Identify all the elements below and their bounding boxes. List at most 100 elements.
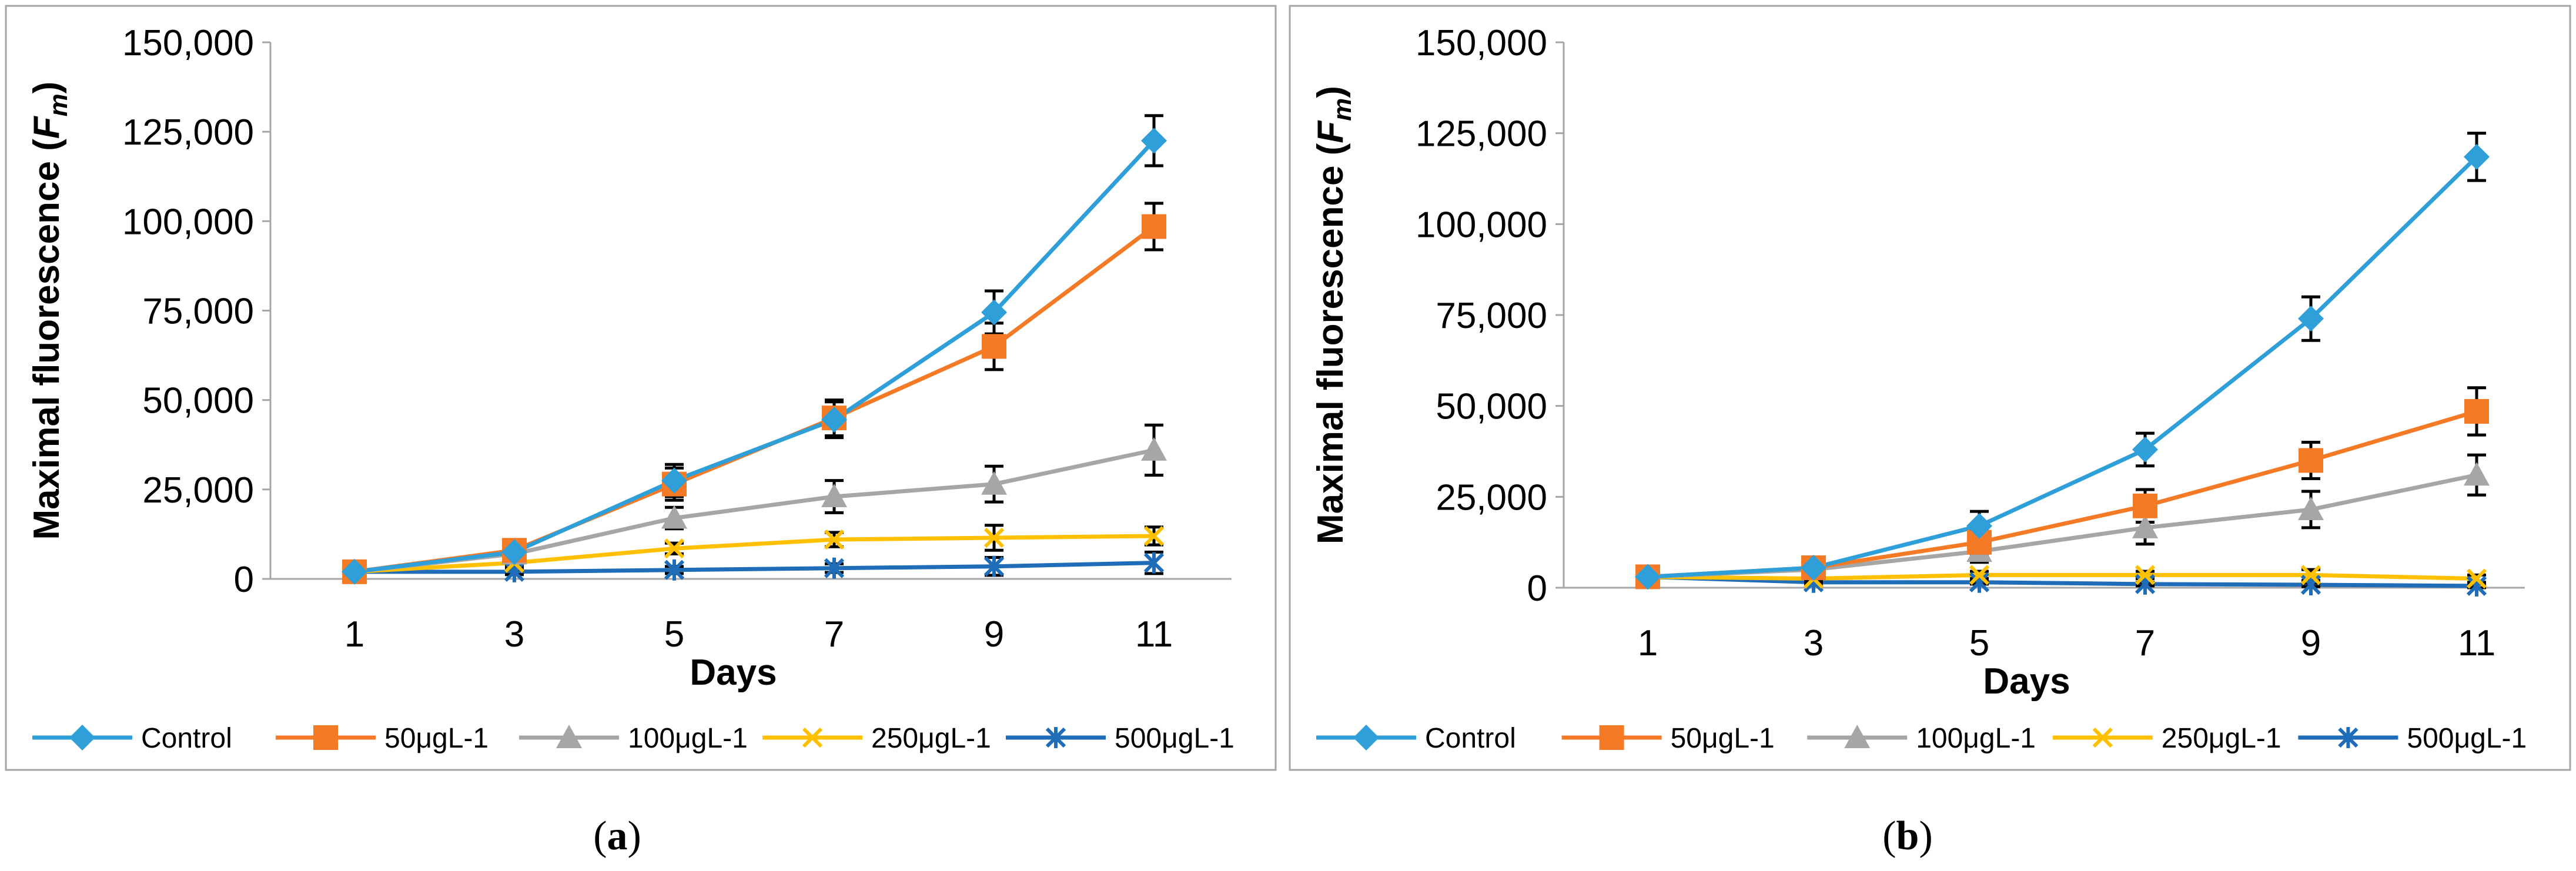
chart-frame (1289, 5, 2571, 771)
x-tick-label: 5 (1969, 623, 1989, 664)
series-line (1647, 155, 2478, 579)
legend-label: 250μgL-1 (871, 723, 991, 754)
x-tick-label: 3 (504, 614, 524, 655)
data-point (983, 527, 1005, 548)
data-point (1969, 565, 1990, 585)
series-line (354, 561, 1155, 574)
y-tick-label: 50,000 (1436, 387, 1547, 427)
legend-label: 100μgL-1 (628, 723, 748, 754)
y-tick-label: 25,000 (1436, 477, 1547, 518)
x-tick-label: 11 (1135, 614, 1173, 655)
data-point (661, 505, 687, 529)
chart-panel-b: 0 25,000 50,000 75,000 100,000 125,000 150,000… (1289, 5, 2571, 771)
legend-label: Control (141, 723, 232, 754)
series-500μgL-1 (354, 561, 1155, 574)
legend-item: 500μgL-1 (1006, 723, 1235, 754)
series-errors-Control (1638, 132, 2486, 582)
series-errors-50μgL-1 (1638, 386, 2486, 582)
x-tick-label: 7 (2135, 623, 2155, 664)
data-point (981, 299, 1007, 326)
x-tick-label: 11 (2458, 623, 2495, 664)
data-point (661, 467, 687, 494)
x-tick-label: 9 (2301, 623, 2321, 664)
x-axis-title: Days (690, 652, 777, 693)
series-Control (354, 139, 1156, 574)
y-tick-label: 0 (1527, 568, 1547, 609)
series-line (354, 139, 1156, 574)
legend-label: 500μgL-1 (1115, 723, 1235, 754)
y-tick-label: 150,000 (1416, 23, 1547, 63)
y-tick-label: 75,000 (1436, 296, 1547, 336)
legend-item: 250μgL-1 (762, 723, 991, 754)
legend-item: 100μgL-1 (1807, 723, 2036, 754)
legend-item: 500μgL-1 (2298, 723, 2527, 754)
legend-item: 50μgL-1 (276, 723, 489, 754)
y-tick-label: 150,000 (122, 23, 254, 63)
data-point (1142, 214, 1166, 239)
legend-marker (2092, 727, 2113, 748)
legend-marker (69, 725, 95, 751)
legend-label: 50μgL-1 (384, 723, 489, 754)
data-point (1143, 525, 1165, 547)
data-point (1966, 512, 1992, 539)
chart-panel-a: 0 25,000 50,000 75,000 100,000 125,000 150,000… (5, 5, 1277, 771)
panel-caption: (b) (1882, 813, 1933, 859)
data-point (664, 538, 685, 559)
series-500μgL-1 (1647, 574, 2477, 588)
legend-marker (1045, 727, 1066, 748)
data-point (1635, 564, 1661, 590)
x-tick-label: 7 (824, 614, 844, 655)
x-tick-label: 1 (1638, 623, 1658, 664)
y-axis-title: Maximal fluorescence (Fm) (26, 82, 73, 540)
legend-label: 50μgL-1 (1671, 723, 1775, 754)
data-point (342, 558, 367, 585)
legend-marker (1599, 725, 1624, 750)
legend-item: 100μgL-1 (519, 723, 748, 754)
y-axis-title: Maximal fluorescence (Fm) (1310, 86, 1357, 544)
series-line (1647, 574, 2477, 588)
legend: Control 50μgL-1 100μgL-1 250μgL-1 500μgL-1 (1316, 723, 2527, 754)
y-tick-label: 25,000 (142, 470, 254, 511)
series-250μgL-1 (354, 534, 1155, 574)
data-point (983, 555, 1005, 577)
series-100μgL-1 (354, 448, 1155, 574)
data-point (2466, 568, 2487, 589)
legend: Control 50μgL-1 100μgL-1 250μgL-1 500μgL-1 (32, 723, 1235, 754)
x-tick-label: 3 (1804, 623, 1824, 664)
legend-item: Control (32, 723, 232, 754)
data-point (1801, 554, 1826, 581)
y-tick-label: 0 (234, 560, 254, 600)
data-point (821, 484, 847, 508)
y-tick-label: 100,000 (122, 202, 254, 242)
series-50μgL-1 (354, 225, 1156, 574)
data-point (2464, 398, 2489, 424)
legend-label: Control (1425, 723, 1516, 754)
panel-caption: (a) (593, 813, 641, 859)
legend-item: Control (1316, 723, 1516, 754)
series-line (1647, 572, 2477, 581)
legend-label: 250μgL-1 (2162, 723, 2281, 754)
y-tick-label: 125,000 (122, 112, 254, 153)
data-point (2298, 306, 2324, 332)
data-point (2299, 448, 2323, 473)
series-50μgL-1 (1647, 409, 2477, 579)
series-errors-50μgL-1 (345, 202, 1163, 577)
legend-item: 250μgL-1 (2052, 723, 2281, 754)
series-line (354, 225, 1156, 574)
data-point (2132, 436, 2158, 463)
data-point (2135, 565, 2156, 585)
legend-marker (1844, 725, 1871, 748)
y-tick-label: 100,000 (1416, 205, 1547, 245)
data-point (501, 539, 527, 565)
y-tick-label: 75,000 (142, 292, 254, 332)
legend-label: 500μgL-1 (2407, 723, 2527, 754)
x-tick-label: 5 (664, 614, 684, 655)
data-point (1141, 128, 1167, 154)
data-point (824, 557, 845, 579)
data-point (982, 334, 1006, 359)
chart-frame (5, 5, 1277, 771)
x-tick-label: 9 (984, 614, 1004, 655)
series-Control (1647, 155, 2478, 579)
